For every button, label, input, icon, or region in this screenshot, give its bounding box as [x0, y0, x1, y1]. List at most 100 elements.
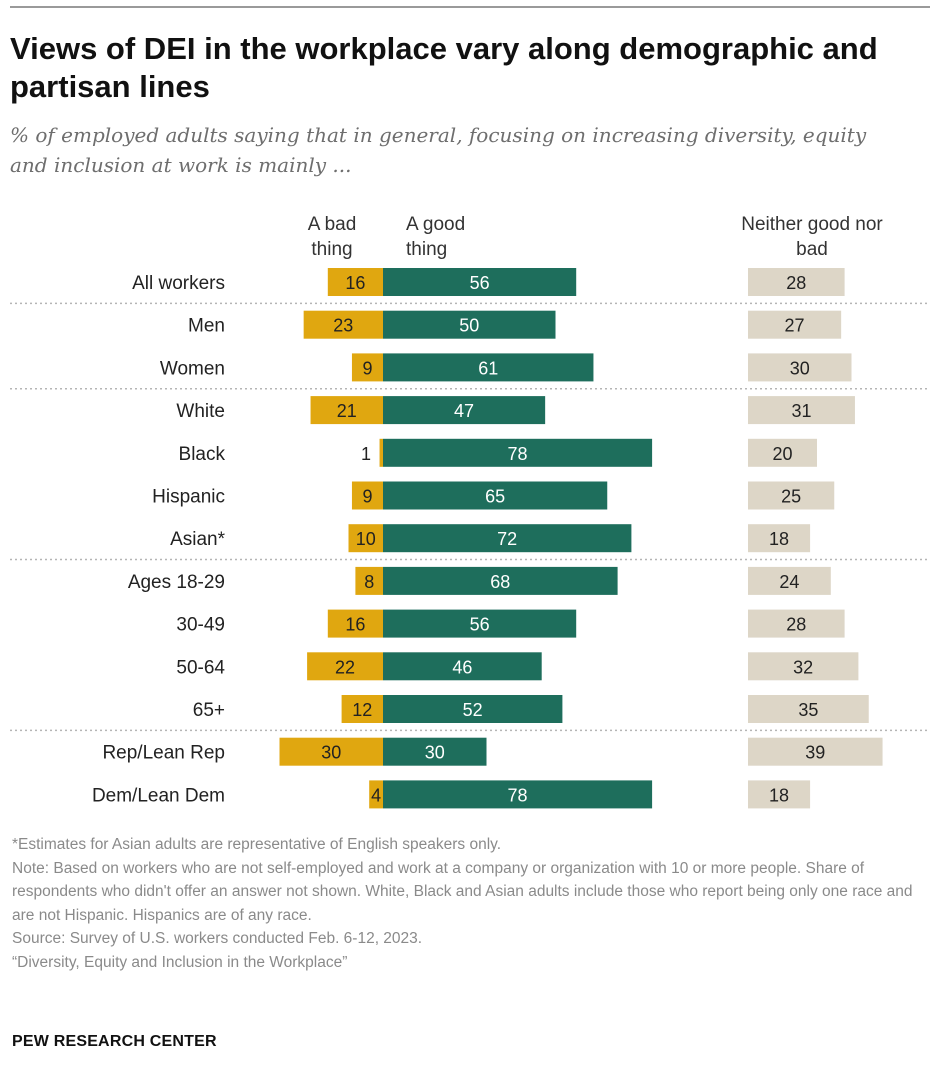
bar-good [383, 609, 577, 638]
bar-good [383, 566, 618, 595]
value-label-neither: 39 [805, 743, 825, 763]
bar-good [383, 353, 594, 382]
column-header-neither: Neither good nor bad [741, 214, 883, 260]
bar-bad [379, 438, 383, 467]
bar-bad [355, 566, 383, 595]
value-label-neither: 30 [790, 358, 810, 378]
value-label-bad: 8 [364, 572, 374, 592]
source-note: Source: Survey of U.S. workers conducted… [12, 930, 423, 947]
row-label: Asian* [170, 529, 226, 550]
bar-bad [310, 396, 383, 425]
bar-bad [327, 268, 383, 296]
row-label: 30-49 [176, 615, 225, 636]
bar-bad [327, 609, 383, 638]
value-label-bad: 23 [333, 316, 353, 336]
bar-neither [748, 481, 835, 510]
value-label-neither: 25 [781, 487, 801, 507]
top-rule [10, 6, 930, 8]
bar-good [383, 396, 546, 425]
value-label-neither: 28 [786, 273, 806, 293]
value-label-bad: 10 [356, 529, 376, 549]
row-label: Women [160, 358, 225, 379]
bar-neither [748, 353, 852, 382]
value-label-good: 56 [470, 273, 490, 293]
value-label-bad: 4 [371, 785, 381, 805]
value-label-neither: 32 [793, 657, 813, 677]
row-label: All workers [132, 273, 225, 294]
value-label-bad: 22 [335, 657, 355, 677]
value-label-bad: 1 [361, 444, 371, 464]
row-label: Men [188, 316, 225, 337]
bar-good [383, 695, 563, 723]
bar-bad [348, 524, 383, 553]
value-label-neither: 31 [791, 401, 811, 421]
bar-neither [748, 310, 842, 339]
bar-good [383, 652, 542, 681]
bar-bad [351, 353, 383, 382]
bar-neither [748, 737, 883, 766]
value-label-good: 68 [490, 572, 510, 592]
bar-bad [351, 481, 383, 510]
bar-good [383, 310, 556, 339]
value-label-good: 72 [497, 529, 517, 549]
chart-title: Views of DEI in the workplace vary along… [10, 31, 878, 104]
value-label-good: 47 [454, 401, 474, 421]
bar-neither [748, 396, 855, 425]
value-label-good: 30 [425, 743, 445, 763]
value-label-bad: 16 [345, 615, 365, 635]
value-label-neither: 18 [769, 529, 789, 549]
value-label-bad: 9 [362, 358, 372, 378]
column-header-good: A good thing [406, 214, 466, 260]
row-label: Hispanic [152, 487, 225, 508]
methodology-note: Note: Based on workers who are not self-… [12, 859, 913, 924]
value-label-bad: 16 [345, 273, 365, 293]
row-label: Rep/Lean Rep [102, 743, 225, 764]
value-label-bad: 30 [321, 743, 341, 763]
value-label-good: 78 [508, 444, 528, 464]
bar-neither [748, 438, 817, 467]
value-label-neither: 18 [769, 785, 789, 805]
bar-bad [303, 310, 383, 339]
bar-good [383, 481, 608, 510]
asian-footnote: *Estimates for Asian adults are represen… [12, 836, 502, 853]
value-label-good: 46 [452, 657, 472, 677]
report-title-note: “Diversity, Equity and Inclusion in the … [12, 953, 348, 971]
value-label-bad: 21 [337, 401, 357, 421]
bar-bad [341, 695, 383, 723]
value-label-neither: 28 [786, 615, 806, 635]
bar-bad [369, 780, 383, 809]
bar-neither [748, 524, 811, 553]
bar-neither [748, 780, 811, 809]
value-label-bad: 9 [362, 487, 372, 507]
row-label: Ages 18-29 [128, 572, 225, 593]
value-label-good: 65 [485, 487, 505, 507]
bar-good [383, 438, 653, 467]
value-label-good: 50 [459, 316, 479, 336]
value-label-good: 56 [470, 615, 490, 635]
value-label-good: 61 [478, 358, 498, 378]
column-header-bad: A bad thing [307, 214, 357, 260]
value-label-good: 52 [463, 700, 483, 720]
value-label-neither: 20 [772, 444, 792, 464]
bar-neither [748, 609, 845, 638]
pew-research-center-logo: PEW RESEARCH CENTER [12, 1033, 217, 1050]
row-label: Dem/Lean Dem [92, 785, 225, 806]
notes-block: *Estimates for Asian adults are represen… [12, 833, 928, 974]
value-label-bad: 12 [352, 700, 372, 720]
bar-bad [279, 737, 383, 766]
value-label-neither: 35 [798, 700, 818, 720]
bar-neither [748, 566, 831, 595]
bar-good [383, 780, 653, 809]
value-label-neither: 24 [779, 572, 799, 592]
row-label: White [176, 401, 225, 422]
row-label: 65+ [193, 700, 225, 721]
bar-good [383, 268, 577, 296]
bar-neither [748, 695, 869, 723]
bar-neither [748, 652, 859, 681]
row-label: 50-64 [176, 657, 225, 678]
value-label-neither: 27 [785, 316, 805, 336]
bar-bad [307, 652, 383, 681]
bar-good [383, 737, 487, 766]
bar-neither [748, 268, 845, 296]
value-label-good: 78 [508, 785, 528, 805]
